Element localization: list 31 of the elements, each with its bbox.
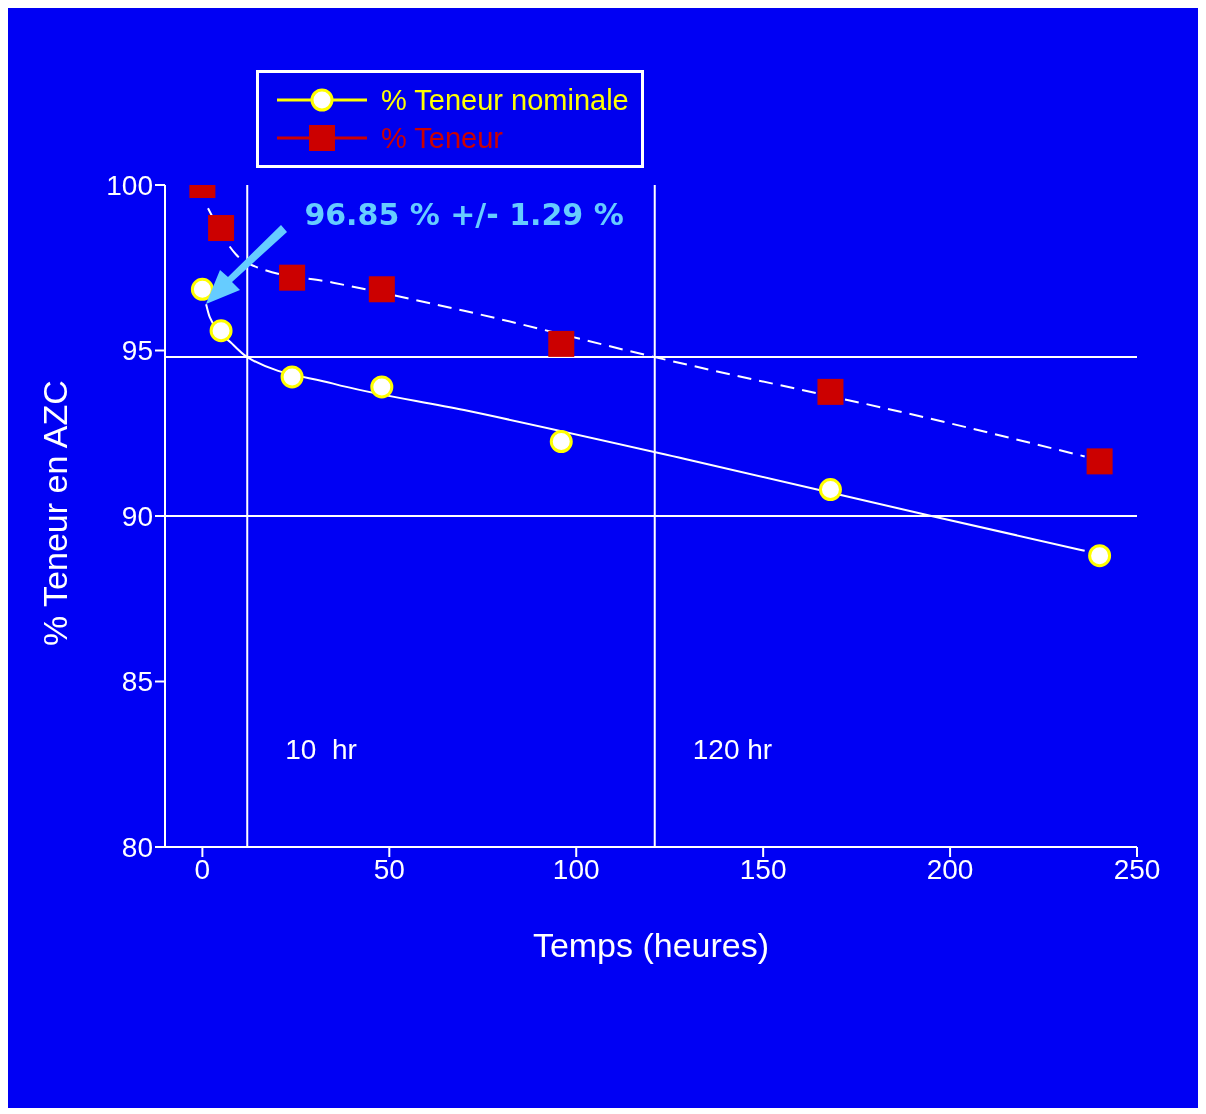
y-axis-title: % Teneur en AZC: [36, 380, 75, 646]
legend-label: % Teneur: [381, 121, 503, 155]
x-tick-label: 100: [552, 853, 600, 885]
point: [548, 330, 575, 357]
point: [280, 365, 304, 389]
y-tick-label: 100: [106, 169, 153, 201]
point: [370, 375, 394, 399]
point: [208, 215, 235, 242]
point: [549, 430, 573, 454]
y-tick-label: 90: [121, 500, 153, 532]
point: [1088, 544, 1112, 568]
x-tick-label: 150: [739, 853, 787, 885]
legend-label: % Teneur nominale: [381, 83, 629, 117]
y-tick-label: 80: [121, 831, 153, 863]
y-tick-label: 85: [121, 666, 153, 698]
x-tick-label: 50: [373, 853, 405, 885]
point: [818, 478, 842, 502]
point: [1086, 448, 1113, 475]
x-tick-label: 0: [194, 853, 211, 885]
point: [279, 264, 306, 291]
x-axis-title: Temps (heures): [532, 926, 770, 964]
x-tick-label: 250: [1113, 853, 1161, 885]
x-tick-label: 200: [926, 853, 974, 885]
ref-line-label: 120 hr: [692, 734, 773, 765]
point: [368, 276, 395, 303]
point: [190, 277, 214, 301]
y-tick-label: 95: [121, 335, 153, 367]
ref-line-label: 10 hr: [285, 734, 357, 765]
point: [817, 378, 844, 405]
point: [209, 319, 233, 343]
annotation: 96.85 % +/- 1.29 %: [304, 196, 624, 232]
